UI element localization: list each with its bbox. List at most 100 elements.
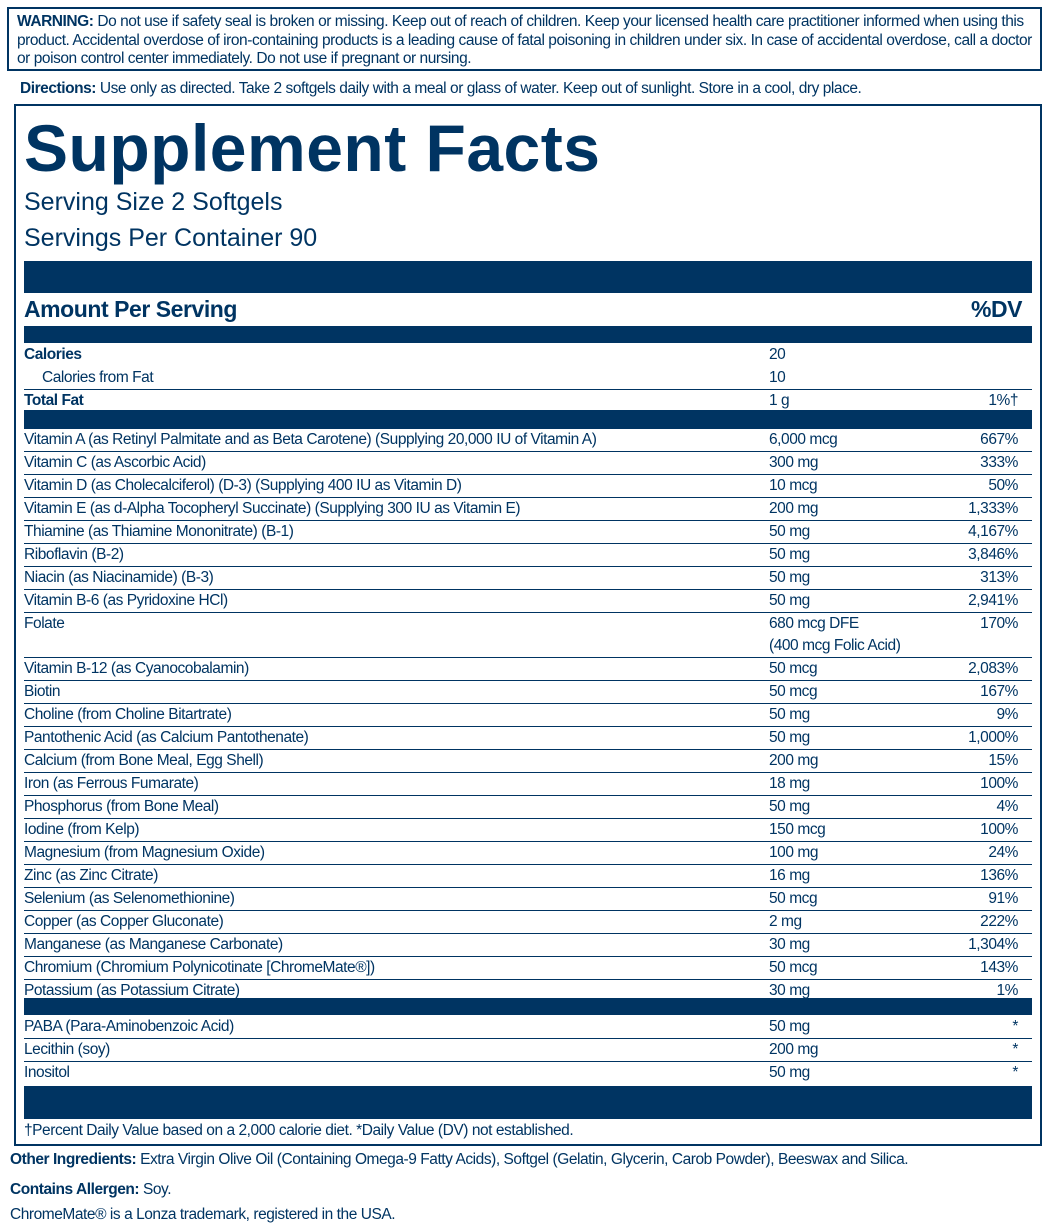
amount-value: 10 mcg bbox=[769, 477, 818, 494]
table-row: PABA (Para-Aminobenzoic Acid) 50 mg * bbox=[24, 1016, 1032, 1039]
table-row: Vitamin B-12 (as Cyanocobalamin) 50 mcg 2,… bbox=[24, 658, 1032, 681]
table-row: Calories from Fat 10 bbox=[24, 367, 1032, 390]
daily-value: 136% bbox=[980, 867, 1018, 884]
table-row: Total Fat 1 g 1%† bbox=[24, 390, 1032, 413]
amount-value: 50 mg bbox=[769, 546, 810, 563]
nutrient-amount: 50 mg bbox=[769, 727, 954, 749]
warning-box: WARNING: Do not use if safety seal is br… bbox=[7, 7, 1042, 71]
nutrient-name: Lecithin (soy) bbox=[24, 1041, 110, 1058]
allergen-label: Contains Allergen: bbox=[10, 1181, 140, 1198]
supplement-facts-panel: Supplement Facts Serving Size 2 Softgels… bbox=[14, 104, 1042, 1146]
amount-value: 50 mcg bbox=[769, 683, 818, 700]
daily-value: 1,000% bbox=[968, 729, 1018, 746]
nutrient-name: Calcium (from Bone Meal, Egg Shell) bbox=[24, 752, 264, 769]
daily-value: 100% bbox=[980, 821, 1018, 838]
daily-value: 1% bbox=[996, 982, 1018, 999]
table-row: Pantothenic Acid (as Calcium Pantothenat… bbox=[24, 727, 1032, 750]
daily-value: 143% bbox=[980, 959, 1018, 976]
daily-value: 333% bbox=[980, 454, 1018, 471]
nutrient-amount: 50 mcg bbox=[769, 888, 954, 910]
amount-value: 1 g bbox=[769, 392, 790, 409]
directions-label: Directions: bbox=[20, 80, 97, 97]
table-row: Riboflavin (B-2) 50 mg 3,846% bbox=[24, 544, 1032, 567]
amount-value: 30 mg bbox=[769, 982, 810, 999]
directions-text: Use only as directed. Take 2 softgels da… bbox=[96, 80, 862, 97]
daily-value: 4,167% bbox=[968, 523, 1018, 540]
nutrient-name: Inositol bbox=[24, 1064, 70, 1081]
amount-value: 50 mcg bbox=[769, 890, 818, 907]
table-row: Lecithin (soy) 200 mg * bbox=[24, 1039, 1032, 1062]
nutrient-amount: 200 mg bbox=[769, 1039, 954, 1061]
table-row: Iodine (from Kelp) 150 mcg 100% bbox=[24, 819, 1032, 842]
amount-value: 16 mg bbox=[769, 867, 810, 884]
amount-value: 300 mg bbox=[769, 454, 818, 471]
daily-value: 313% bbox=[980, 569, 1018, 586]
allergen-text: Soy. bbox=[139, 1181, 172, 1198]
nutrient-name: Calories bbox=[24, 346, 82, 363]
divider-bar bbox=[24, 261, 1032, 293]
trademark-note: ChromeMate® is a Lonza trademark, regist… bbox=[10, 1206, 396, 1223]
nutrient-amount: 50 mg bbox=[769, 544, 954, 566]
amount-value: 50 mcg bbox=[769, 660, 818, 677]
amount-value: 200 mg bbox=[769, 1041, 818, 1058]
divider-bar bbox=[24, 410, 1032, 429]
daily-value: 24% bbox=[988, 844, 1018, 861]
nutrient-name: Thiamine (as Thiamine Mononitrate) (B-1) bbox=[24, 523, 294, 540]
table-row: Magnesium (from Magnesium Oxide) 100 mg 24… bbox=[24, 842, 1032, 865]
nutrient-name: Magnesium (from Magnesium Oxide) bbox=[24, 844, 265, 861]
amount-value: 50 mcg bbox=[769, 959, 818, 976]
amount-value: 50 mg bbox=[769, 1018, 810, 1035]
panel-title: Supplement Facts bbox=[24, 111, 601, 185]
table-row: Vitamin E (as d-Alpha Tocopheryl Succina… bbox=[24, 498, 1032, 521]
table-row: Vitamin D (as Cholecalciferol) (D-3) (Su… bbox=[24, 475, 1032, 498]
daily-value: 9% bbox=[996, 706, 1018, 723]
daily-value: 4% bbox=[996, 798, 1018, 815]
table-row: Calcium (from Bone Meal, Egg Shell) 200 m… bbox=[24, 750, 1032, 773]
nutrient-name: Pantothenic Acid (as Calcium Pantothenat… bbox=[24, 729, 309, 746]
nutrient-name: Riboflavin (B-2) bbox=[24, 546, 124, 563]
nutrient-amount: 20 bbox=[769, 344, 954, 367]
nutrient-name: Potassium (as Potassium Citrate) bbox=[24, 982, 240, 999]
nutrient-amount: 50 mg bbox=[769, 590, 954, 612]
nutrient-name: Niacin (as Niacinamide) (B-3) bbox=[24, 569, 214, 586]
table-row: Vitamin A (as Retinyl Palmitate and as B… bbox=[24, 429, 1032, 452]
nutrient-amount: 18 mg bbox=[769, 773, 954, 795]
table-row: Inositol 50 mg * bbox=[24, 1062, 1032, 1085]
table-row: Niacin (as Niacinamide) (B-3) 50 mg 313% bbox=[24, 567, 1032, 590]
amount-value: 100 mg bbox=[769, 844, 818, 861]
nutrient-amount: 200 mg bbox=[769, 498, 954, 520]
nutrient-amount: 50 mcg bbox=[769, 658, 954, 680]
daily-value: 3,846% bbox=[968, 546, 1018, 563]
nutrient-amount: 1 g bbox=[769, 390, 954, 413]
other-ingredients-text: Extra Virgin Olive Oil (Containing Omega… bbox=[136, 1151, 909, 1168]
nutrients-list: Vitamin A (as Retinyl Palmitate and as B… bbox=[24, 429, 1032, 1003]
daily-value: 100% bbox=[980, 775, 1018, 792]
divider-bar bbox=[24, 326, 1032, 343]
nutrient-name: Iodine (from Kelp) bbox=[24, 821, 140, 838]
nutrient-name: PABA (Para-Aminobenzoic Acid) bbox=[24, 1018, 234, 1035]
daily-value: 170% bbox=[980, 615, 1018, 632]
daily-value: 2,083% bbox=[968, 660, 1018, 677]
daily-value: * bbox=[1012, 1018, 1018, 1035]
table-row: Copper (as Copper Gluconate) 2 mg 222% bbox=[24, 911, 1032, 934]
nutrient-name: Chromium (Chromium Polynicotinate [Chrom… bbox=[24, 959, 375, 976]
column-header: Amount Per Serving %DV bbox=[24, 296, 1022, 323]
nutrient-amount: 200 mg bbox=[769, 750, 954, 772]
amount-value: 20 bbox=[769, 346, 786, 363]
nutrient-amount: 100 mg bbox=[769, 842, 954, 864]
daily-value: 1,333% bbox=[968, 500, 1018, 517]
nutrient-amount: 680 mcg DFE (400 mcg Folic Acid) bbox=[769, 613, 954, 657]
nutrient-amount: 300 mg bbox=[769, 452, 954, 474]
amount-value: 30 mg bbox=[769, 936, 810, 953]
daily-value bbox=[954, 344, 1032, 367]
daily-value: 1,304% bbox=[968, 936, 1018, 953]
macros-list: Calories 20 Calories from Fat 10 Total Fat 1 … bbox=[24, 344, 1032, 413]
amount-value: 50 mg bbox=[769, 1064, 810, 1081]
daily-value: 167% bbox=[980, 683, 1018, 700]
other-ingredients: Other Ingredients: Extra Virgin Olive Oi… bbox=[10, 1151, 909, 1169]
nutrient-name: Biotin bbox=[24, 683, 61, 700]
nutrient-name: Choline (from Choline Bitartrate) bbox=[24, 706, 232, 723]
daily-value: 50% bbox=[988, 477, 1018, 494]
other-nutrients-list: PABA (Para-Aminobenzoic Acid) 50 mg * Lecit… bbox=[24, 1016, 1032, 1085]
nutrient-name: Calories from Fat bbox=[42, 369, 154, 386]
